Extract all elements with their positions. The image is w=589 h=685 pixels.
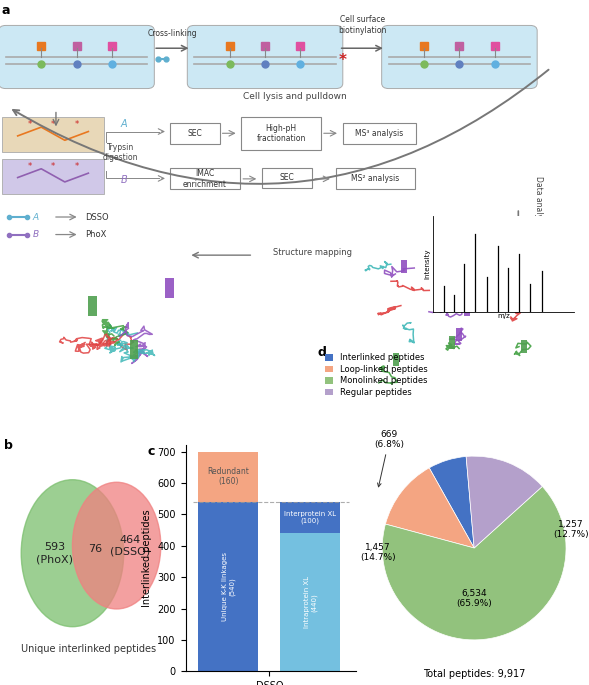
Text: DSSO: DSSO [85,212,109,221]
Text: A: A [32,212,38,221]
Text: b: b [4,439,12,452]
Text: Cell lysis and pulldown: Cell lysis and pulldown [243,92,346,101]
Text: PhoX: PhoX [85,230,107,239]
FancyBboxPatch shape [393,353,399,366]
Legend: Interlinked peptides, Loop-linked peptides, Monolinked peptides, Regular peptide: Interlinked peptides, Loop-linked peptid… [322,350,431,400]
Text: Intraprotein XL
(440): Intraprotein XL (440) [303,576,317,628]
FancyBboxPatch shape [170,123,220,144]
Wedge shape [385,468,474,548]
FancyBboxPatch shape [2,159,104,194]
Wedge shape [382,486,566,640]
Text: SEC: SEC [187,129,202,138]
Text: Redundant
(160): Redundant (160) [207,467,249,486]
Text: Cell surface
biotinylation: Cell surface biotinylation [338,16,386,35]
Text: *: * [51,162,55,171]
FancyBboxPatch shape [262,169,312,188]
Text: a: a [1,3,9,16]
Text: 1,457
(14.7%): 1,457 (14.7%) [360,543,395,562]
Text: *: * [27,120,32,129]
Bar [280,533,340,671]
Text: IMAC
enrichment: IMAC enrichment [183,169,227,188]
FancyBboxPatch shape [187,25,343,88]
FancyBboxPatch shape [449,336,455,349]
Text: High-pH
fractionation: High-pH fractionation [257,124,306,143]
FancyBboxPatch shape [336,169,415,189]
Text: 669
(6.8%): 669 (6.8%) [374,429,404,487]
FancyBboxPatch shape [521,340,527,353]
Circle shape [21,479,124,627]
FancyBboxPatch shape [130,340,138,360]
FancyBboxPatch shape [464,303,470,316]
Bar [280,501,340,533]
FancyBboxPatch shape [456,328,462,342]
Text: Cross-linking: Cross-linking [148,29,197,38]
Text: 6,534
(65.9%): 6,534 (65.9%) [456,589,492,608]
FancyBboxPatch shape [2,118,104,152]
Text: 593
(PhoX): 593 (PhoX) [37,543,73,564]
Text: *: * [51,120,55,129]
Wedge shape [429,456,474,548]
Text: 464
(DSSO): 464 (DSSO) [110,535,150,556]
Text: *: * [339,53,347,68]
Text: MS³ analysis: MS³ analysis [356,129,403,138]
Text: Data analysis: Data analysis [534,175,544,228]
Bar [198,451,259,501]
FancyBboxPatch shape [0,25,154,88]
Text: 1,257
(12.7%): 1,257 (12.7%) [553,520,588,539]
FancyBboxPatch shape [88,296,97,316]
Circle shape [72,482,161,609]
Wedge shape [466,456,542,548]
Text: SEC: SEC [280,173,294,182]
Y-axis label: Intensity: Intensity [424,249,430,279]
Text: Unique K-K linkages
(540): Unique K-K linkages (540) [221,552,235,621]
Text: Interprotein XL
(100): Interprotein XL (100) [284,511,336,524]
Text: Structure mapping: Structure mapping [273,248,352,257]
Text: *: * [74,162,79,171]
Text: 76: 76 [88,545,102,554]
FancyBboxPatch shape [170,169,240,189]
FancyBboxPatch shape [401,260,407,273]
Text: B: B [121,175,127,185]
Text: Trypsin
digestion: Trypsin digestion [103,142,138,162]
FancyBboxPatch shape [165,278,174,298]
Text: A: A [121,119,127,129]
FancyBboxPatch shape [343,123,416,144]
Text: *: * [74,120,79,129]
Text: MS² analysis: MS² analysis [352,175,399,184]
Text: d: d [318,346,327,359]
Text: B: B [32,230,38,239]
Bar [198,501,259,671]
FancyBboxPatch shape [382,25,537,88]
Y-axis label: Interlinked peptides: Interlinked peptides [142,510,152,607]
Text: Unique interlinked peptides: Unique interlinked peptides [21,644,156,654]
Text: Total peptides: 9,917: Total peptides: 9,917 [423,669,525,679]
FancyBboxPatch shape [241,117,321,150]
X-axis label: m/z: m/z [497,313,510,319]
Text: c: c [148,445,155,458]
Text: *: * [27,162,32,171]
